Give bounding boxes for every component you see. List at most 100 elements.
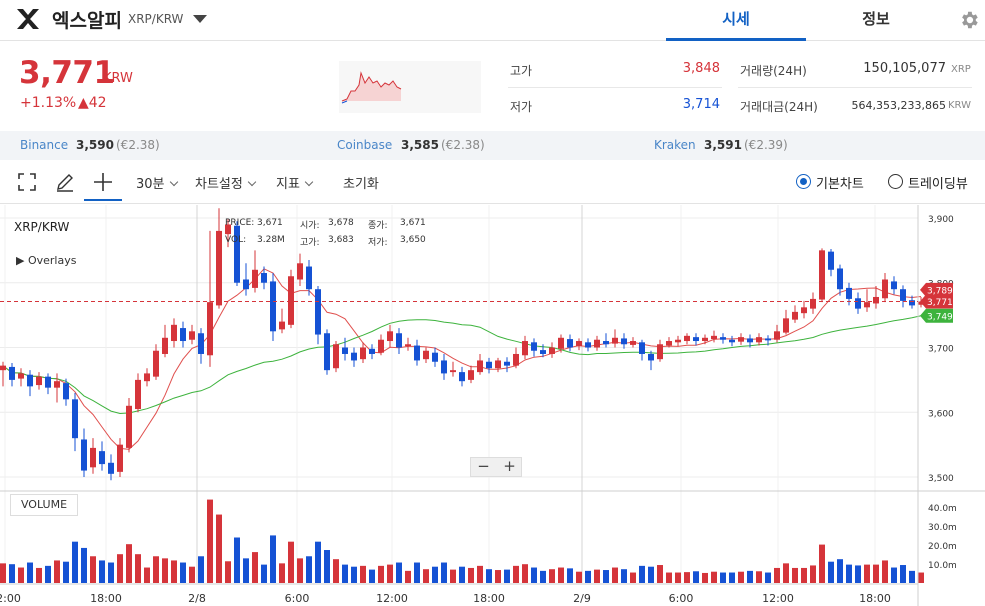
current-price: 3,771 xyxy=(19,55,115,91)
candle-body xyxy=(207,302,213,356)
volume-bar xyxy=(594,569,600,583)
volume-bar xyxy=(252,552,258,583)
ma-long-price-tag: 3,749 xyxy=(920,308,953,323)
value-amount: 564,353,233,865 xyxy=(851,99,946,112)
candle-body xyxy=(819,250,825,300)
crosshair-tool-active-indicator xyxy=(84,160,122,201)
candle-body xyxy=(288,276,294,325)
candle-body xyxy=(180,328,186,342)
candle-body xyxy=(477,360,483,373)
interval-dropdown[interactable]: 30분 xyxy=(136,173,178,192)
gear-icon[interactable] xyxy=(958,9,980,31)
overlays-toggle[interactable]: ▶ Overlays xyxy=(16,254,77,267)
candle-body xyxy=(630,341,636,345)
price-summary: 3,771 KRW +1.13% ▲42 고가 3,848 저가 3,714 거… xyxy=(0,41,985,131)
tradingview-radio[interactable] xyxy=(888,174,903,189)
volume-bar xyxy=(414,562,420,583)
volume-pane-label: VOLUME xyxy=(10,494,78,516)
volume-bar xyxy=(810,565,816,583)
volume-bar xyxy=(351,566,357,583)
fullscreen-icon[interactable] xyxy=(16,171,38,193)
volume-bar xyxy=(477,565,483,583)
chart-grid xyxy=(0,205,918,583)
volume-bar xyxy=(99,560,105,583)
xrp-logo-icon xyxy=(17,9,39,29)
tradingview-label[interactable]: 트레이딩뷰 xyxy=(908,177,968,192)
time-tick-label: 18:00 xyxy=(90,592,122,605)
info-vol-label: VOL: xyxy=(225,235,247,245)
candle-body xyxy=(36,376,42,386)
volume-bar xyxy=(864,564,870,583)
time-tick-label: 2/9 xyxy=(573,592,591,605)
volume-bar xyxy=(738,571,744,583)
volume-bar xyxy=(297,558,303,583)
candle-body xyxy=(216,230,222,306)
candle-body xyxy=(441,360,447,374)
candle-body xyxy=(171,324,177,342)
exchange-price-strip: Binance 3,590 (€2.38) Coinbase 3,585 (€2… xyxy=(0,131,985,160)
volume-bar xyxy=(198,556,204,583)
exchange-name[interactable]: Binance xyxy=(20,138,69,152)
volume-bar xyxy=(576,571,582,583)
tab-info[interactable]: 정보 xyxy=(862,10,890,28)
exchange-name[interactable]: Kraken xyxy=(654,138,696,152)
candle-body xyxy=(396,333,402,348)
candle-body xyxy=(639,342,645,354)
volume-bar xyxy=(261,564,267,583)
zoom-in-button[interactable]: + xyxy=(503,457,516,475)
volume-bar xyxy=(891,567,897,583)
volume-bar xyxy=(585,570,591,583)
volume-bar xyxy=(315,541,321,583)
candle-body xyxy=(450,370,456,373)
candle-body xyxy=(675,339,681,343)
exchange-name[interactable]: Coinbase xyxy=(337,138,393,152)
volume-bar xyxy=(792,567,798,583)
coin-select-dropdown-icon[interactable] xyxy=(193,15,207,23)
volume-bar xyxy=(27,562,33,583)
volume-bar xyxy=(603,570,609,583)
volume-bar xyxy=(747,570,753,583)
info-price-value: 3,671 xyxy=(257,218,283,228)
candle-body xyxy=(360,347,366,360)
zoom-out-button[interactable]: − xyxy=(477,457,490,475)
volume-bar xyxy=(72,541,78,583)
crosshair-icon[interactable] xyxy=(92,171,114,193)
candle-body xyxy=(126,405,132,448)
change-amount: ▲42 xyxy=(78,95,107,111)
candle-body xyxy=(90,447,96,468)
chart-axes: 3,5003,6003,7003,8003,90012:0018:002/86:… xyxy=(0,205,985,606)
tab-price[interactable]: 시세 xyxy=(666,0,806,41)
candles xyxy=(0,208,924,481)
basic-chart-radio[interactable] xyxy=(796,174,811,189)
volume-tick-label: 10.0m xyxy=(928,561,957,571)
candle-body xyxy=(576,341,582,347)
candle-body xyxy=(486,361,492,369)
indicators-dropdown[interactable]: 지표 xyxy=(276,173,314,192)
exchange-price: 3,591 xyxy=(704,138,742,152)
volume-bar xyxy=(756,571,762,583)
volume-bar xyxy=(819,544,825,583)
info-vol-value: 3.28M xyxy=(257,235,285,245)
basic-chart-label[interactable]: 기본차트 xyxy=(816,177,864,192)
candle-body xyxy=(162,337,168,354)
candle-body xyxy=(423,350,429,360)
exchange-price: 3,585 xyxy=(401,138,439,152)
volume-bar xyxy=(126,544,132,583)
candle-body xyxy=(828,251,834,270)
time-tick-label: 12:00 xyxy=(376,592,408,605)
volume-bar xyxy=(432,566,438,583)
chart-settings-dropdown[interactable]: 차트설정 xyxy=(195,173,257,192)
exchange-price: 3,590 xyxy=(76,138,114,152)
candle-body xyxy=(738,337,744,342)
volume-bar xyxy=(459,566,465,583)
price-chart[interactable]: 3,5003,6003,7003,8003,90012:0018:002/86:… xyxy=(0,205,985,606)
candle-body xyxy=(747,338,753,343)
candle-body xyxy=(567,339,573,348)
candle-body xyxy=(0,365,6,371)
volume-bar xyxy=(702,572,708,583)
volume-bar xyxy=(441,562,447,583)
candle-body xyxy=(648,353,654,361)
reset-button[interactable]: 초기화 xyxy=(343,177,379,192)
candlestick-chart-svg[interactable]: 3,5003,6003,7003,8003,90012:0018:002/86:… xyxy=(0,205,985,606)
pencil-icon[interactable] xyxy=(54,171,76,193)
